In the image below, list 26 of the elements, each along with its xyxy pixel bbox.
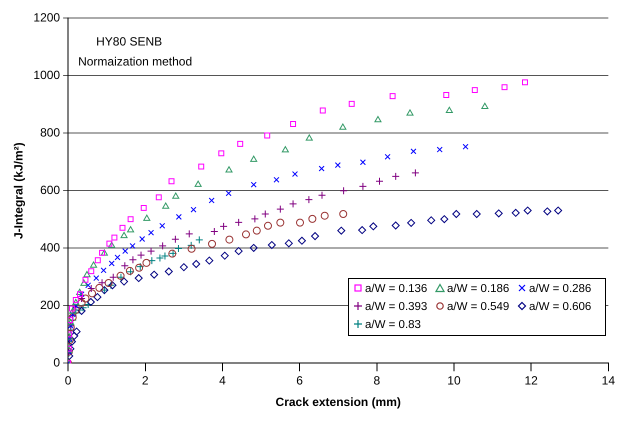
x-axis-title: Crack extension (mm) (276, 395, 401, 410)
annotation: Normaization method (78, 54, 192, 69)
y-tick-label: 0 (53, 356, 60, 370)
legend-label: a/W = 0.606 (529, 301, 592, 313)
legend-label: a/W = 0.393 (365, 301, 428, 313)
x-tick-label: 0 (64, 374, 72, 388)
y-tick-label: 1200 (33, 10, 60, 25)
x-tick-label: 8 (373, 374, 380, 388)
legend-label: a/W = 0.136 (365, 283, 428, 295)
x-tick-label: 6 (296, 374, 304, 388)
legend-label: a/W = 0.286 (529, 283, 592, 295)
annotation: HY80 SENB (96, 34, 162, 49)
legend-label: a/W = 0.186 (447, 283, 510, 295)
x-tick-label: 12 (524, 374, 538, 388)
x-tick-label: 4 (219, 374, 226, 388)
y-tick-label: 600 (40, 183, 60, 198)
y-tick-label: 400 (40, 240, 60, 255)
x-tick-label: 10 (447, 374, 461, 388)
y-tick-label: 800 (40, 126, 60, 140)
y-tick-label: 1000 (33, 68, 60, 82)
legend-label: a/W = 0.83 (365, 319, 421, 331)
x-tick-label: 14 (602, 374, 616, 388)
y-tick-label: 200 (40, 298, 60, 312)
x-tick-label: 2 (142, 374, 149, 388)
legend-label: a/W = 0.549 (447, 301, 510, 313)
y-axis-title: J-Integral (kJ/m²) (12, 142, 26, 240)
